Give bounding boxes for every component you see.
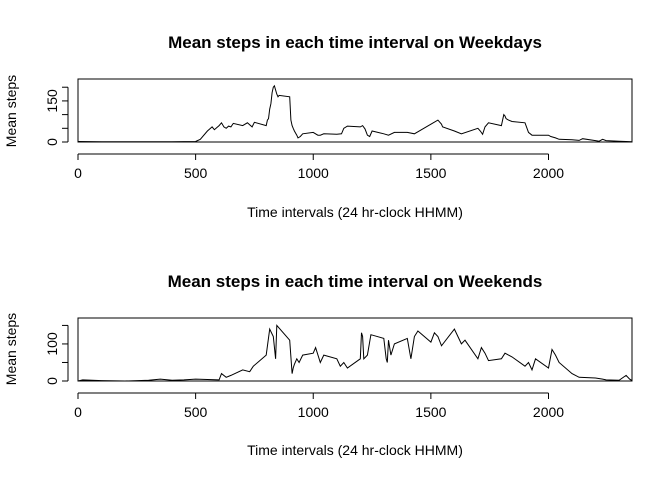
y-ticks: 0 100: [44, 324, 69, 385]
x-tick-label: 0: [74, 404, 82, 420]
weekends-panel: Mean steps in each time interval on Week…: [3, 272, 633, 458]
x-tick-label: 500: [184, 165, 208, 181]
x-ticks: 0 500 1000 1500 2000: [74, 153, 564, 181]
plot-frame: [77, 317, 633, 382]
x-tick-label: 1500: [415, 165, 446, 181]
x-ticks: 0 500 1000 1500 2000: [74, 392, 564, 420]
x-tick-label: 0: [74, 165, 82, 181]
y-tick-label: 0: [44, 377, 60, 385]
y-ticks: 0 150: [44, 86, 69, 146]
chart-title: Mean steps in each time interval on Week…: [168, 272, 543, 291]
weekdays-panel: Mean steps in each time interval on Week…: [3, 33, 633, 220]
y-tick-label: 150: [44, 89, 60, 113]
x-axis-label: Time intervals (24 hr-clock HHMM): [247, 442, 463, 458]
y-axis-label: Mean steps: [3, 75, 19, 147]
x-tick-label: 1500: [415, 404, 446, 420]
chart-title: Mean steps in each time interval on Week…: [168, 33, 542, 52]
y-axis-label: Mean steps: [3, 313, 19, 385]
x-tick-label: 1000: [298, 404, 329, 420]
y-tick-label: 100: [44, 332, 60, 356]
x-tick-label: 500: [184, 404, 208, 420]
x-tick-label: 2000: [533, 165, 564, 181]
weekend-steps-line: [77, 324, 633, 382]
x-tick-label: 1000: [298, 165, 329, 181]
y-tick-label: 0: [44, 138, 60, 146]
x-tick-label: 2000: [533, 404, 564, 420]
weekday-steps-line: [77, 84, 633, 143]
plot-frame: [77, 78, 633, 143]
x-axis-label: Time intervals (24 hr-clock HHMM): [247, 204, 463, 220]
